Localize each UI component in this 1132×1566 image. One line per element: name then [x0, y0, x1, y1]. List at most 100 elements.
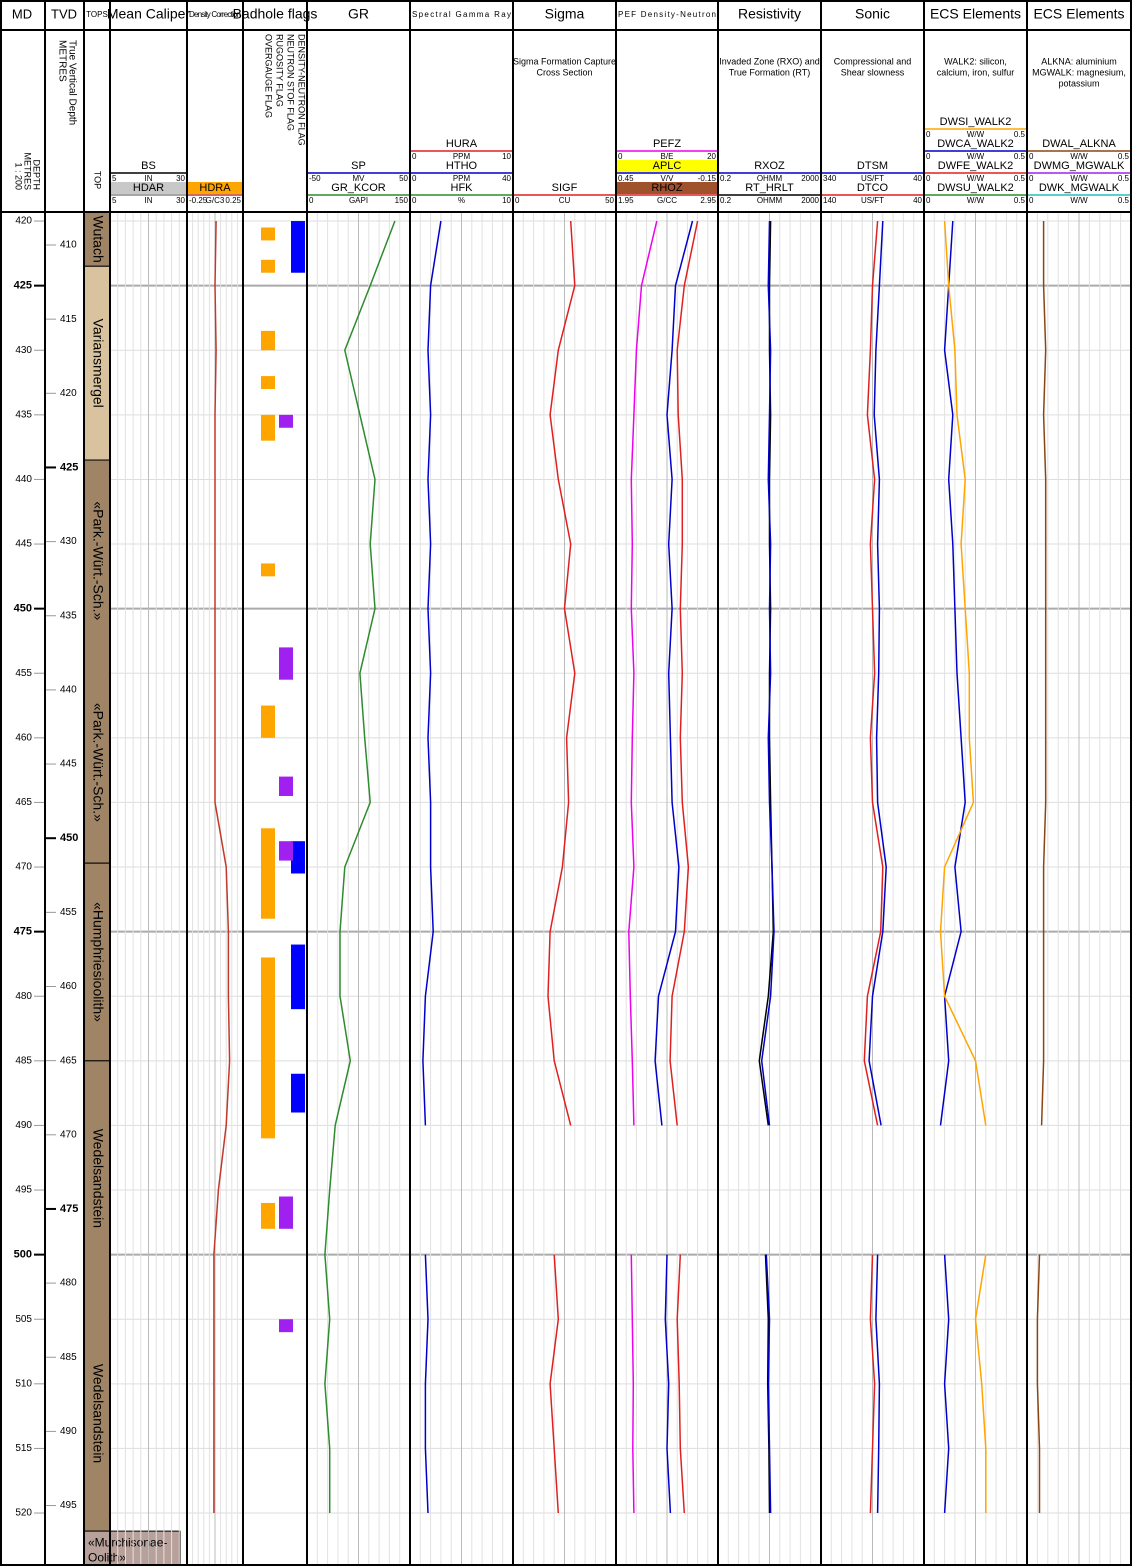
- tvd-header: True Vertical Depth: [66, 40, 77, 125]
- md-tick-label: 520: [15, 1508, 32, 1519]
- formation-label: «Park.-Würt.-Sch.»: [90, 501, 106, 620]
- curve-name: SP: [351, 160, 366, 172]
- flag-interval: [291, 841, 305, 874]
- tvd-tick-label: 470: [60, 1129, 77, 1140]
- curve-unit: %: [458, 196, 465, 205]
- curve-name: HDRA: [199, 182, 231, 194]
- tvd-tick-label: 415: [60, 314, 77, 325]
- curve-unit: US/FT: [861, 174, 884, 183]
- curve-max: 20: [707, 152, 716, 161]
- curve-header-band: [617, 160, 717, 172]
- tvd-tick-label: 490: [60, 1426, 77, 1437]
- log-curve: [939, 220, 966, 1514]
- log-curve: [654, 220, 694, 1514]
- curve-max: 0.5: [1118, 152, 1130, 161]
- tvd-tick-label: 425: [60, 461, 78, 473]
- track-title: TOPS: [86, 10, 108, 19]
- tvd-tick-label: 440: [60, 685, 77, 696]
- curve-header-band: [188, 182, 242, 194]
- md-tick-label: 515: [15, 1443, 32, 1454]
- track-title: Sonic: [855, 6, 890, 22]
- flag-interval: [291, 944, 305, 1010]
- curve-unit: IN: [145, 174, 153, 183]
- curve-unit: W/W: [967, 174, 985, 183]
- track-title: Density Correction: [189, 10, 241, 19]
- flag-interval: [279, 1319, 293, 1333]
- formation-label: «Murchisonae-: [88, 1535, 167, 1549]
- curve-name: HTHO: [446, 160, 478, 172]
- log-curve: [324, 220, 396, 1513]
- curve-unit: W/W: [967, 152, 985, 161]
- md-tick-label: 445: [15, 539, 32, 550]
- curve-min: 0: [412, 196, 417, 205]
- curve-name: RHOZ: [651, 182, 682, 194]
- curve-name: DTSM: [857, 160, 888, 172]
- formation-label: Wutach: [90, 216, 106, 263]
- flag-interval: [261, 376, 275, 390]
- curve-min: 0: [1029, 152, 1034, 161]
- track-title: Resistivity: [738, 6, 801, 22]
- formation-label: «Humphriesioolith»: [90, 902, 106, 1022]
- log-curve: [760, 220, 775, 1514]
- log-curve: [939, 220, 987, 1513]
- curve-max: 10: [502, 152, 511, 161]
- curve-max: 0.5: [1118, 174, 1130, 183]
- curve-name: GR_KCOR: [331, 182, 385, 194]
- curve-min: -0.25: [189, 196, 208, 205]
- track-title: MD: [12, 6, 32, 21]
- md-tick-label: 450: [14, 603, 32, 615]
- md-tick-label: 420: [15, 216, 32, 227]
- md-tick-label: 440: [15, 474, 32, 485]
- tvd-tick-label: 455: [60, 907, 77, 918]
- curve-name: SIGF: [552, 182, 578, 194]
- log-curve: [547, 220, 576, 1514]
- curve-unit: OHMM: [757, 196, 783, 205]
- curve-min: 0.45: [618, 174, 634, 183]
- md-tick-label: 435: [15, 409, 32, 420]
- flag-interval: [261, 957, 275, 1139]
- flag-interval: [279, 776, 293, 796]
- curve-unit: W/W: [1070, 152, 1088, 161]
- md-header: DEPTH: [32, 159, 42, 190]
- curve-min: 0: [926, 196, 931, 205]
- curve-name: DTCO: [857, 182, 889, 194]
- tvd-tick-label: 410: [60, 240, 77, 251]
- log-curve: [213, 220, 231, 1513]
- curve-name: HURA: [446, 138, 478, 150]
- formation-label: Variansmergel: [90, 319, 106, 408]
- md-tick-label: 510: [15, 1378, 32, 1389]
- curve-header-band: [111, 182, 186, 194]
- curve-min: 0: [412, 174, 417, 183]
- track-description: Cross Section: [536, 67, 592, 77]
- curve-name: RT_HRLT: [745, 182, 794, 194]
- curve-name: DWCA_WALK2: [937, 138, 1014, 150]
- curve-max: 30: [176, 174, 185, 183]
- flag-interval: [261, 259, 275, 273]
- track-title: ECS Elements: [1033, 6, 1124, 22]
- tvd-tick-label: 485: [60, 1352, 77, 1363]
- curve-max: 0.5: [1014, 152, 1026, 161]
- curve-min: 140: [823, 196, 837, 205]
- curve-min: 0: [412, 152, 417, 161]
- curve-max: 50: [605, 196, 614, 205]
- md-header: 1 : 200: [14, 162, 24, 190]
- curve-unit: G/C3: [206, 196, 225, 205]
- curve-max: 0.25: [225, 196, 241, 205]
- curve-max: 40: [913, 174, 922, 183]
- track-title: PEF Density-Neutron: [618, 10, 716, 19]
- flag-interval: [279, 414, 293, 428]
- flag-name: DENSITY-NEUTRON FLAG: [297, 34, 307, 146]
- curve-unit: MV: [353, 174, 366, 183]
- curve-min: 0: [309, 196, 314, 205]
- curve-max: 2.95: [700, 196, 716, 205]
- flag-interval: [261, 330, 275, 351]
- md-tick-label: 500: [14, 1249, 32, 1261]
- flag-interval: [261, 1202, 275, 1229]
- curve-max: 40: [913, 196, 922, 205]
- track-title: Sigma: [545, 6, 585, 22]
- curve-name: PEFZ: [653, 138, 681, 150]
- log-curve: [628, 220, 658, 1514]
- tvd-tick-label: 430: [60, 536, 77, 547]
- curve-min: 1.95: [618, 196, 634, 205]
